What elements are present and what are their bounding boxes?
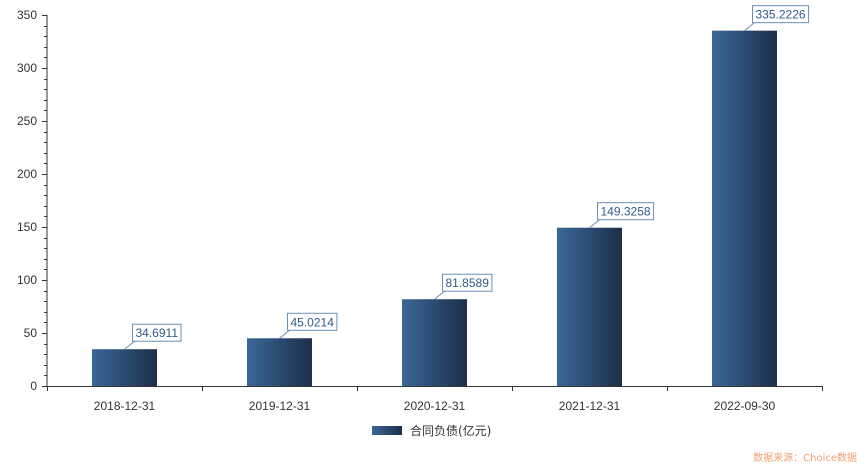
bar bbox=[557, 227, 622, 386]
legend[interactable]: 合同负债(亿元) bbox=[372, 422, 491, 438]
y-tick-label: 150 bbox=[17, 220, 37, 234]
data-label-leader bbox=[124, 340, 135, 350]
data-label-leader bbox=[434, 290, 445, 300]
data-label: 34.6911 bbox=[136, 326, 179, 340]
data-label-box bbox=[752, 5, 810, 24]
bar bbox=[712, 30, 777, 387]
x-axis: 2018-12-31 2019-12-31 2020-12-31 2021-12-31… bbox=[47, 386, 823, 413]
y-tick-label: 300 bbox=[17, 61, 37, 75]
y-tick-label: 350 bbox=[17, 8, 37, 22]
data-label: 81.8589 bbox=[446, 276, 490, 290]
data-label-box bbox=[442, 273, 493, 292]
source-note: 数据来源：Choice数据 bbox=[753, 453, 857, 464]
data-label-box bbox=[132, 323, 182, 342]
y-axis: 0 50 100 150 200 250 300 350 bbox=[17, 8, 48, 393]
x-tick-label: 2019-12-31 bbox=[249, 399, 311, 413]
x-tick-label: 2021-12-31 bbox=[559, 399, 621, 413]
y-tick-label: 250 bbox=[17, 114, 37, 128]
data-label: 45.0214 bbox=[291, 315, 335, 329]
data-label-leader bbox=[744, 22, 755, 32]
data-label: 335.2226 bbox=[756, 8, 806, 22]
legend-swatch bbox=[372, 425, 402, 435]
data-label-leader bbox=[589, 219, 600, 229]
data-label: 149.3258 bbox=[601, 205, 651, 219]
y-tick-label: 0 bbox=[30, 379, 37, 393]
legend-label: 合同负债(亿元) bbox=[410, 423, 492, 438]
x-tick-label: 2020-12-31 bbox=[404, 399, 466, 413]
bar bbox=[402, 299, 467, 386]
y-tick-label: 50 bbox=[24, 326, 38, 340]
x-tick-label: 2018-12-31 bbox=[94, 399, 156, 413]
bars bbox=[92, 30, 777, 387]
y-tick-label: 200 bbox=[17, 167, 37, 181]
data-label-box bbox=[287, 312, 338, 331]
x-tick-label: 2022-09-30 bbox=[714, 399, 776, 413]
data-label-leader bbox=[279, 329, 290, 339]
y-tick-label: 100 bbox=[17, 273, 37, 287]
data-labels: 34.6911 45.0214 81.8589 149.3258 335.2226 bbox=[124, 5, 810, 350]
bar bbox=[92, 349, 157, 386]
bar bbox=[247, 338, 312, 386]
data-label-box bbox=[597, 202, 655, 221]
